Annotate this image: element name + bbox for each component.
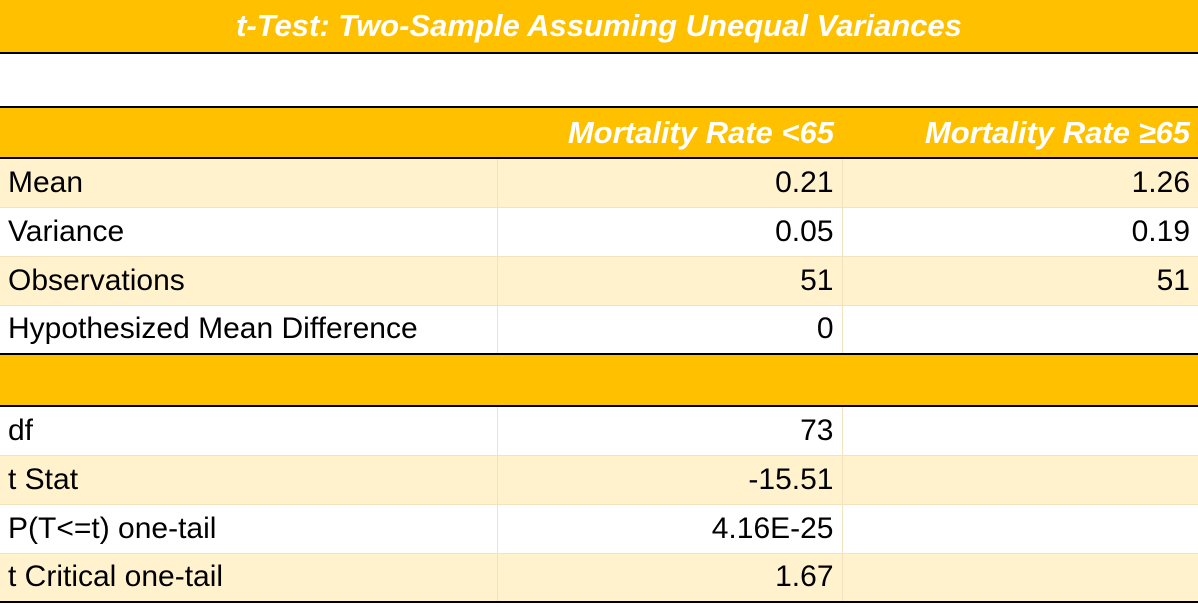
row-label: Hypothesized Mean Difference	[0, 305, 498, 355]
value-cell: -15.51	[497, 455, 843, 505]
value-cell: 4.16E-25	[497, 504, 843, 554]
table-row: Mean 0.21 1.26	[0, 158, 1198, 208]
value-cell: 0.05	[497, 207, 843, 257]
table-row: P(T<=t) one-tail 4.16E-25	[0, 504, 1198, 554]
row-label: Variance	[0, 207, 498, 257]
value-cell	[842, 504, 1198, 554]
value-cell	[842, 406, 1198, 456]
table-row: df 73	[0, 406, 1198, 456]
table-title: t-Test: Two-Sample Assuming Unequal Vari…	[0, 0, 1198, 54]
value-cell	[842, 455, 1198, 505]
header-mortality-65-plus: Mortality Rate ≥65	[842, 106, 1198, 159]
row-label: Mean	[0, 158, 498, 208]
separator-band	[0, 353, 1198, 407]
value-cell: 51	[497, 256, 843, 306]
table-row: t Critical one-tail 1.67	[0, 553, 1198, 603]
table-row: Variance 0.05 0.19	[0, 207, 1198, 257]
value-cell: 1.67	[497, 553, 843, 603]
value-cell	[842, 553, 1198, 603]
value-cell: 0	[497, 305, 843, 355]
header-cell-blank	[0, 106, 497, 159]
table-row: Observations 51 51	[0, 256, 1198, 306]
ttest-results-table: Mortality Rate <65 Mortality Rate ≥65 Me…	[0, 106, 1198, 603]
row-label: P(T<=t) one-tail	[0, 504, 498, 554]
value-cell	[842, 305, 1198, 355]
row-label: t Critical one-tail	[0, 553, 498, 603]
row-label: t Stat	[0, 455, 498, 505]
value-cell: 0.21	[497, 158, 843, 208]
value-cell: 0.19	[842, 207, 1198, 257]
table-row: t Stat -15.51	[0, 455, 1198, 505]
row-label: Observations	[0, 256, 498, 306]
column-header-row: Mortality Rate <65 Mortality Rate ≥65	[0, 106, 1198, 159]
value-cell: 73	[497, 406, 843, 456]
table-row: Hypothesized Mean Difference 0	[0, 305, 1198, 355]
value-cell: 1.26	[842, 158, 1198, 208]
header-mortality-under-65: Mortality Rate <65	[497, 106, 842, 159]
value-cell: 51	[842, 256, 1198, 306]
row-label: df	[0, 406, 498, 456]
